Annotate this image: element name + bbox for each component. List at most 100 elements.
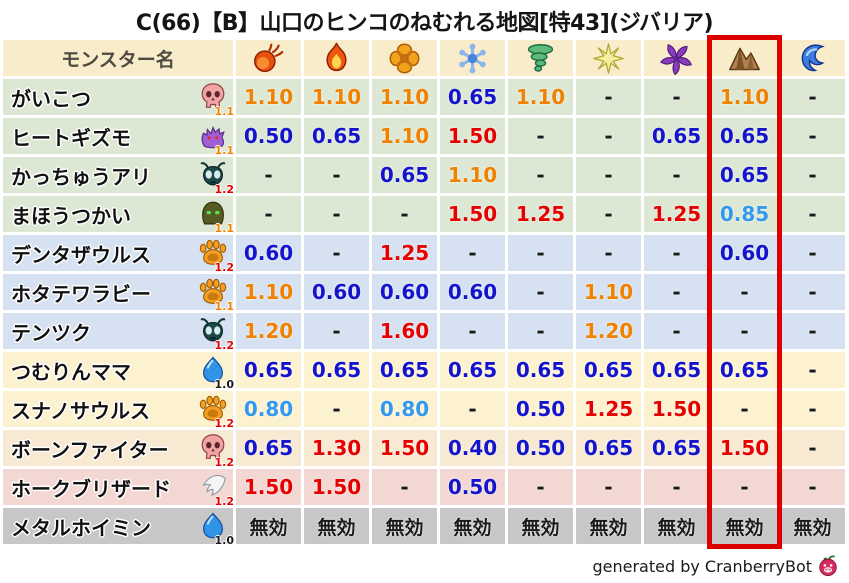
- resistance-cell: -: [644, 235, 709, 271]
- resistance-cell: -: [780, 118, 845, 154]
- monster-name-cell: ホークブリザード 1.2: [3, 469, 234, 507]
- resistance-value: 0.60: [243, 241, 294, 265]
- resistance-cell: 1.25: [372, 235, 437, 271]
- resistance-cell: 1.25: [644, 196, 709, 232]
- resistance-value: 無効: [453, 516, 492, 539]
- resistance-cell: -: [304, 196, 369, 232]
- resistance-cell: 1.30: [304, 430, 369, 466]
- multiplier-badge: 1.2: [214, 339, 235, 352]
- resistance-cell: -: [236, 196, 301, 232]
- resistance-cell: 0.85: [712, 196, 777, 232]
- resistance-value: 無効: [521, 516, 560, 539]
- table-row: ホタテワラビー 1.1 1.10 0.60 0.60 0.60 - 1.10 - - -: [3, 274, 845, 312]
- skull-icon: 1.2: [197, 432, 234, 468]
- resistance-value: -: [264, 202, 273, 226]
- resistance-value: 1.30: [311, 436, 362, 460]
- resistance-cell: -: [644, 157, 709, 193]
- resistance-value: -: [604, 241, 613, 265]
- resistance-cell: 0.50: [508, 430, 573, 466]
- ant-icon: 1.2: [197, 315, 234, 351]
- resistance-value: -: [332, 202, 341, 226]
- resistance-cell: -: [712, 469, 777, 505]
- spark-icon: [576, 40, 641, 76]
- resistance-value: 0.65: [651, 358, 702, 382]
- resistance-value: 1.10: [379, 85, 430, 109]
- skull-icon: 1.1: [197, 81, 234, 117]
- resistance-value: -: [672, 241, 681, 265]
- resistance-cell: 1.50: [236, 469, 301, 505]
- resistance-value: -: [468, 319, 477, 343]
- resistance-cell: 0.65: [712, 352, 777, 388]
- resistance-cell: -: [304, 235, 369, 271]
- resistance-cell: 0.80: [236, 391, 301, 427]
- resistance-cell: -: [576, 196, 641, 232]
- resistance-value: -: [672, 280, 681, 304]
- multiplier-badge: 1.1: [214, 222, 235, 235]
- resistance-cell: 1.10: [236, 274, 301, 310]
- multiplier-badge: 1.1: [214, 144, 235, 157]
- multiplier-badge: 1.1: [214, 105, 235, 118]
- resistance-cell: -: [440, 313, 505, 349]
- resistance-value: 0.65: [447, 85, 498, 109]
- resistance-cell: -: [440, 391, 505, 427]
- monster-name: ヒートギズモ: [11, 125, 131, 150]
- resistance-cell: -: [780, 430, 845, 466]
- resistance-value: -: [740, 475, 749, 499]
- resistance-cell: 0.40: [440, 430, 505, 466]
- resistance-cell: -: [508, 235, 573, 271]
- table-row: かっちゅうアリ 1.2 - - 0.65 1.10 - - - 0.65 -: [3, 157, 845, 195]
- resistance-value: -: [808, 475, 817, 499]
- resistance-value: -: [740, 319, 749, 343]
- resistance-value: -: [672, 163, 681, 187]
- resistance-value: -: [332, 319, 341, 343]
- monster-name-cell: メタルホイミン 1.0: [3, 508, 235, 547]
- ghost-icon: 1.1: [197, 120, 234, 156]
- resistance-value: -: [536, 475, 545, 499]
- resistance-cell: 1.50: [440, 196, 505, 232]
- resistance-value: 0.65: [379, 163, 430, 187]
- resistance-value: 1.10: [719, 85, 770, 109]
- resistance-cell: -: [576, 157, 641, 193]
- slime-icon: 1.0: [197, 354, 234, 390]
- resistance-cell: 0.65: [372, 352, 437, 388]
- monster-name: メタルホイミン: [11, 515, 151, 540]
- resistance-value: 0.65: [311, 358, 362, 382]
- resistance-value: 0.65: [243, 436, 294, 460]
- resistance-value: -: [672, 475, 681, 499]
- resistance-cell: -: [712, 391, 777, 427]
- multiplier-badge: 1.0: [214, 378, 235, 391]
- resistance-value: 1.10: [243, 280, 294, 304]
- monster-name: テンツク: [11, 320, 91, 345]
- header-row: モンスター名: [3, 40, 845, 76]
- resistance-cell: 0.65: [236, 352, 301, 388]
- resistance-value: 1.10: [311, 85, 362, 109]
- monster-name: まほうつかい: [11, 203, 131, 228]
- resistance-value: 0.65: [719, 358, 770, 382]
- resistance-value: -: [468, 397, 477, 421]
- resistance-cell: -: [712, 313, 777, 349]
- resistance-value: 1.50: [447, 202, 498, 226]
- resistance-value: 0.85: [719, 202, 770, 226]
- resistance-cell: 1.10: [372, 118, 437, 154]
- resistance-value: -: [604, 475, 613, 499]
- resistance-cell: 1.20: [576, 313, 641, 349]
- resistance-value: 1.25: [379, 241, 430, 265]
- resistance-cell: 1.10: [712, 79, 777, 115]
- resistance-value: 0.65: [583, 358, 634, 382]
- resistance-cell: 無効: [304, 508, 369, 544]
- tornado-icon: [508, 40, 573, 76]
- resistance-cell: 1.25: [508, 196, 573, 232]
- resistance-value: 無効: [657, 516, 696, 539]
- resistance-value: -: [808, 319, 817, 343]
- multiplier-badge: 1.0: [214, 534, 235, 547]
- resistance-cell: -: [304, 391, 369, 427]
- resistance-cell: 無効: [508, 508, 573, 544]
- resistance-cell: 1.50: [712, 430, 777, 466]
- monster-name-cell: テンツク 1.2: [3, 313, 234, 351]
- resistance-value: 0.65: [243, 358, 294, 382]
- resistance-value: 0.80: [243, 397, 294, 421]
- resistance-value: -: [604, 163, 613, 187]
- resistance-cell: 1.50: [440, 118, 505, 154]
- resistance-cell: 0.60: [440, 274, 505, 310]
- resistance-value: -: [740, 280, 749, 304]
